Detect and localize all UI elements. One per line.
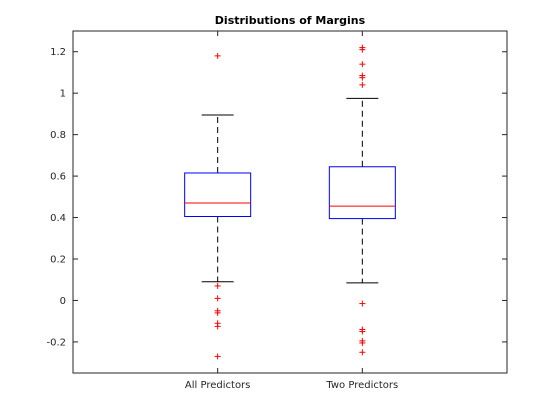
box-group-2 — [328, 44, 396, 356]
outlier-point — [214, 323, 221, 330]
y-tick-label: 1.2 — [50, 47, 66, 58]
outlier-point — [214, 52, 221, 59]
y-axis: -0.2 0 0.2 0.4 0.6 0.8 1 1.2 — [46, 47, 507, 348]
outlier-point — [359, 61, 366, 68]
outlier-point — [359, 81, 366, 88]
outlier-point — [214, 309, 221, 316]
y-tick-label: -0.2 — [46, 337, 66, 348]
y-tick-label: 0.6 — [50, 172, 66, 183]
x-tick-label: All Predictors — [185, 380, 250, 391]
iqr-box — [328, 166, 396, 220]
outlier-point — [359, 46, 366, 53]
outlier-point — [214, 295, 221, 302]
y-tick-label: 0.2 — [50, 255, 66, 266]
y-tick-label: 0.4 — [50, 213, 66, 224]
y-tick-label: 1 — [60, 89, 66, 100]
chart-title: Distributions of Margins — [215, 14, 366, 27]
iqr-box — [184, 172, 252, 218]
outlier-point — [214, 353, 221, 360]
y-tick-label: 0.8 — [50, 130, 66, 141]
outlier-point — [359, 74, 366, 81]
outlier-point — [214, 282, 221, 289]
x-axis: All Predictors Two Predictors — [185, 31, 398, 391]
axes-frame — [72, 30, 508, 374]
x-tick-label: Two Predictors — [325, 380, 398, 391]
y-tick-label: 0 — [60, 296, 66, 307]
plot-area — [184, 44, 396, 360]
box-group-1 — [184, 52, 252, 360]
outlier-point — [359, 328, 366, 335]
outlier-point — [359, 300, 366, 307]
outlier-point — [359, 349, 366, 356]
outlier-point — [359, 339, 366, 346]
